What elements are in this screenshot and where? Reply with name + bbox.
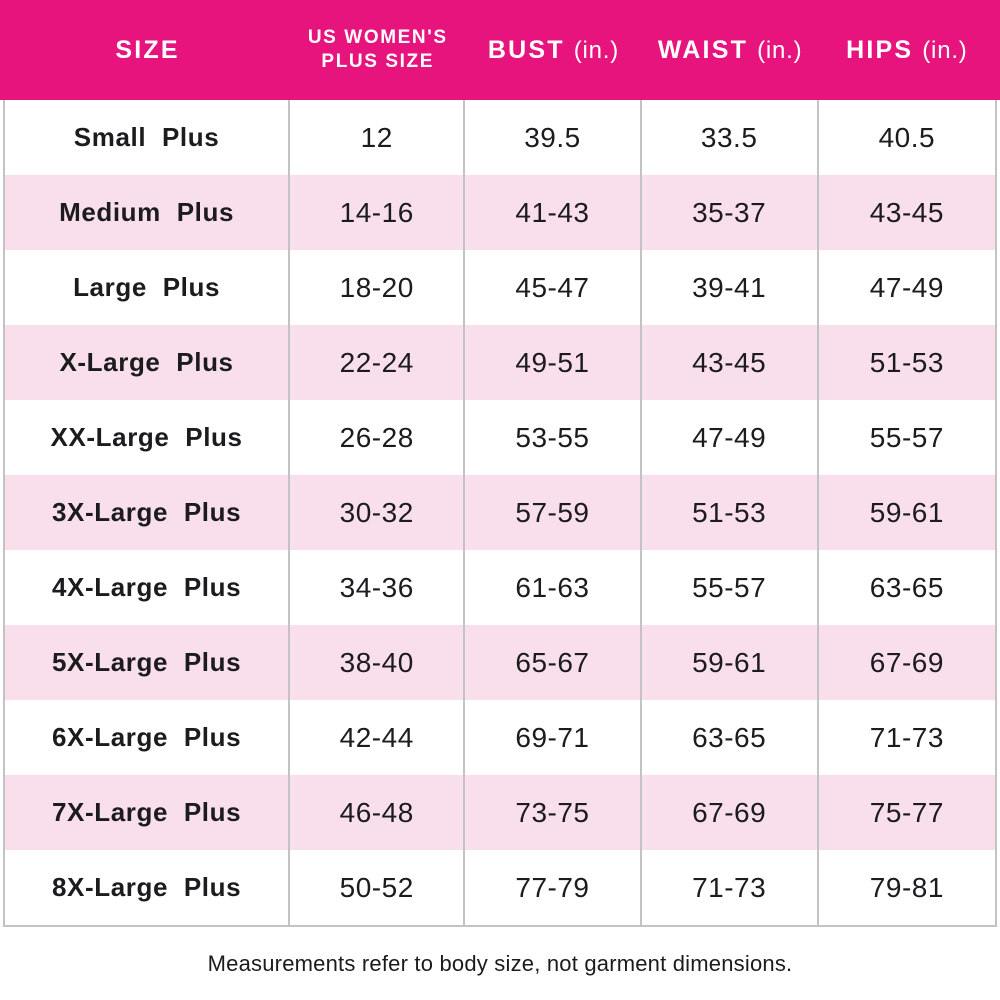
- header-size: SIZE: [5, 0, 290, 100]
- waist-cell: 63-65: [642, 700, 819, 775]
- header-waist-unit: (in.): [757, 36, 803, 64]
- table-row: 5X-Large Plus 38-40 65-67 59-61 67-69: [5, 625, 995, 700]
- hips-cell: 63-65: [869, 571, 944, 603]
- hips-cell: 59-61: [869, 496, 944, 528]
- table-row: 6X-Large Plus 42-44 69-71 63-65 71-73: [5, 700, 995, 775]
- waist-cell: 47-49: [642, 400, 819, 475]
- hips-cell: 67-69: [869, 646, 944, 678]
- size-cell: Large Plus: [5, 250, 291, 325]
- header-plus-size-line2: PLUS SIZE: [321, 51, 435, 72]
- table-row: 4X-Large Plus 34-36 61-63 55-57 63-65: [5, 550, 995, 625]
- waist-cell: 33.5: [642, 100, 819, 175]
- plus-size-cell: 22-24: [290, 325, 466, 400]
- hips-cell: 40.5: [878, 121, 936, 153]
- bust-cell: 49-51: [465, 325, 642, 400]
- bust-cell: 69-71: [465, 700, 642, 775]
- footnote-area: Measurements refer to body size, not gar…: [0, 927, 1000, 1000]
- plus-size-cell: 42-44: [290, 700, 466, 775]
- plus-size-cell: 34-36: [290, 550, 466, 625]
- plus-size-cell: 12: [290, 100, 466, 175]
- plus-size-cell: 38-40: [290, 625, 466, 700]
- table-row: Large Plus 18-20 45-47 39-41 47-49: [5, 250, 995, 325]
- header-plus-size-line1: US WOMEN'S: [307, 27, 448, 49]
- bust-cell: 73-75: [465, 775, 642, 850]
- header-bust-unit: (in.): [573, 36, 620, 64]
- waist-cell: 51-53: [642, 475, 819, 550]
- size-cell: X-Large Plus: [5, 325, 291, 400]
- bust-cell: 45-47: [465, 250, 642, 325]
- table-row: Small Plus 12 39.5 33.5 40.5: [5, 100, 995, 175]
- size-cell: 6X-Large Plus: [5, 700, 291, 775]
- header-hips-label: HIPS: [846, 35, 914, 64]
- waist-cell: 39-41: [642, 250, 819, 325]
- plus-size-cell: 50-52: [290, 850, 466, 925]
- size-cell: Small Plus: [5, 100, 291, 175]
- header-hips: HIPS (in.): [819, 0, 995, 100]
- hips-cell: 47-49: [869, 271, 944, 303]
- hips-cell: 55-57: [869, 421, 944, 453]
- bust-cell: 41-43: [465, 175, 642, 250]
- bust-cell: 39.5: [465, 100, 642, 175]
- header-bust: BUST (in.): [465, 0, 641, 100]
- header-waist: WAIST (in.): [642, 0, 819, 100]
- waist-cell: 67-69: [642, 775, 819, 850]
- table-row: XX-Large Plus 26-28 53-55 47-49 55-57: [5, 400, 995, 475]
- plus-size-cell: 30-32: [290, 475, 466, 550]
- size-cell: XX-Large Plus: [5, 400, 291, 475]
- header-plus-size: US WOMEN'S PLUS SIZE: [290, 0, 465, 100]
- bust-cell: 53-55: [465, 400, 642, 475]
- size-cell: 8X-Large Plus: [5, 850, 291, 925]
- bust-cell: 77-79: [465, 850, 642, 925]
- table-header: SIZE US WOMEN'S PLUS SIZE BUST (in.) WAI…: [0, 0, 1000, 100]
- plus-size-cell: 18-20: [290, 250, 466, 325]
- bust-cell: 65-67: [465, 625, 642, 700]
- waist-cell: 59-61: [642, 625, 819, 700]
- waist-cell: 43-45: [642, 325, 819, 400]
- size-cell: 3X-Large Plus: [5, 475, 291, 550]
- hips-cell: 51-53: [869, 346, 944, 378]
- size-cell: 7X-Large Plus: [5, 775, 291, 850]
- header-bust-label: BUST: [487, 35, 565, 64]
- hips-cell: 71-73: [869, 721, 944, 753]
- hips-cell: 43-45: [869, 196, 944, 228]
- hips-cell: 79-81: [869, 871, 944, 903]
- size-cell: Medium Plus: [5, 175, 291, 250]
- table-body: Small Plus 12 39.5 33.5 40.5 Medium Plus…: [3, 100, 997, 927]
- hips-cell: 75-77: [869, 796, 944, 828]
- size-cell: 5X-Large Plus: [5, 625, 291, 700]
- bust-cell: 61-63: [465, 550, 642, 625]
- waist-cell: 71-73: [642, 850, 819, 925]
- table-row: 3X-Large Plus 30-32 57-59 51-53 59-61: [5, 475, 995, 550]
- table-row: 7X-Large Plus 46-48 73-75 67-69 75-77: [5, 775, 995, 850]
- waist-cell: 35-37: [642, 175, 819, 250]
- table-row: 8X-Large Plus 50-52 77-79 71-73 79-81: [5, 850, 995, 925]
- table-row: Medium Plus 14-16 41-43 35-37 43-45: [5, 175, 995, 250]
- waist-cell: 55-57: [642, 550, 819, 625]
- size-cell: 4X-Large Plus: [5, 550, 291, 625]
- header-size-label: SIZE: [115, 35, 180, 64]
- plus-size-cell: 14-16: [290, 175, 466, 250]
- table-row: X-Large Plus 22-24 49-51 43-45 51-53: [5, 325, 995, 400]
- footnote-text: Measurements refer to body size, not gar…: [207, 950, 793, 976]
- header-waist-label: WAIST: [657, 35, 749, 64]
- plus-size-cell: 26-28: [290, 400, 466, 475]
- header-hips-unit: (in.): [922, 36, 968, 64]
- plus-size-cell: 46-48: [290, 775, 466, 850]
- bust-cell: 57-59: [465, 475, 642, 550]
